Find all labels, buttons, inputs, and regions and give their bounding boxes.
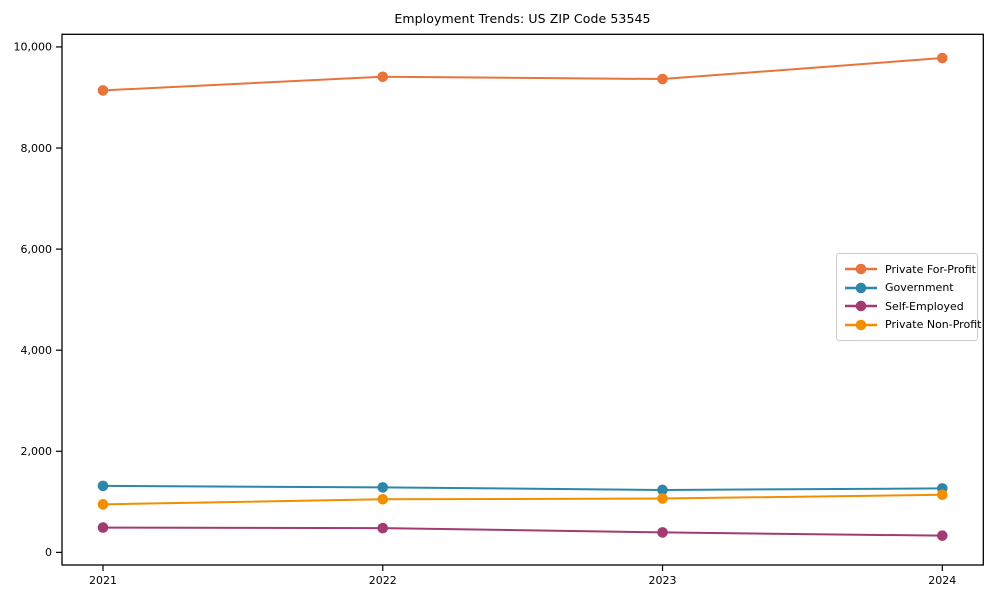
x-tick-label: 2024 — [928, 574, 956, 587]
data-point — [657, 484, 668, 496]
data-point — [937, 489, 948, 501]
y-tick-label: 8,000 — [21, 142, 53, 155]
data-point — [377, 71, 389, 83]
legend-line-marker-icon — [845, 263, 877, 275]
series-line-government — [102, 484, 943, 491]
data-point — [657, 73, 668, 85]
legend: Private For-Profit Government Self-Employe… — [836, 253, 981, 341]
series-line-private-for-profit — [102, 57, 943, 92]
y-tick-label: 4,000 — [21, 344, 53, 357]
y-tick-label: 0 — [45, 546, 52, 559]
data-point — [97, 499, 109, 510]
data-point — [97, 522, 109, 533]
y-tick-label: 2,000 — [21, 445, 53, 458]
data-point — [97, 480, 109, 492]
data-point — [937, 52, 948, 64]
data-point — [657, 493, 668, 504]
plot-border — [61, 33, 984, 566]
data-point — [937, 530, 948, 541]
legend-line-marker-icon — [845, 300, 877, 312]
legend-item-label: Private Non-Profit — [885, 318, 982, 332]
legend-line-marker-icon — [845, 282, 877, 294]
legend-line-marker-icon — [845, 319, 877, 331]
data-point — [657, 527, 668, 538]
x-tick-label: 2022 — [369, 574, 397, 587]
data-point — [377, 522, 389, 534]
data-point — [97, 85, 109, 96]
legend-item-label: Private For-Profit — [885, 262, 976, 276]
chart-title: Employment Trends: US ZIP Code 53545 — [394, 11, 651, 26]
legend-item-government: Government — [844, 279, 969, 298]
data-point — [377, 482, 389, 493]
legend-item-private-for-profit: Private For-Profit — [844, 260, 976, 279]
legend-item-label: Self-Employed — [885, 299, 964, 313]
data-point — [377, 493, 389, 505]
series-line-private-non-profit — [102, 493, 943, 506]
series-line-self-employed — [102, 526, 943, 537]
legend-item-label: Government — [885, 281, 954, 295]
y-tick-label: 6,000 — [21, 243, 53, 256]
legend-item-private-non-profit: Private Non-Profit — [844, 316, 981, 335]
x-tick-label: 2023 — [649, 574, 677, 587]
x-tick-label: 2021 — [89, 574, 117, 587]
y-tick-label: 10,000 — [14, 41, 53, 54]
legend-item-self-employed: Self-Employed — [844, 297, 969, 316]
